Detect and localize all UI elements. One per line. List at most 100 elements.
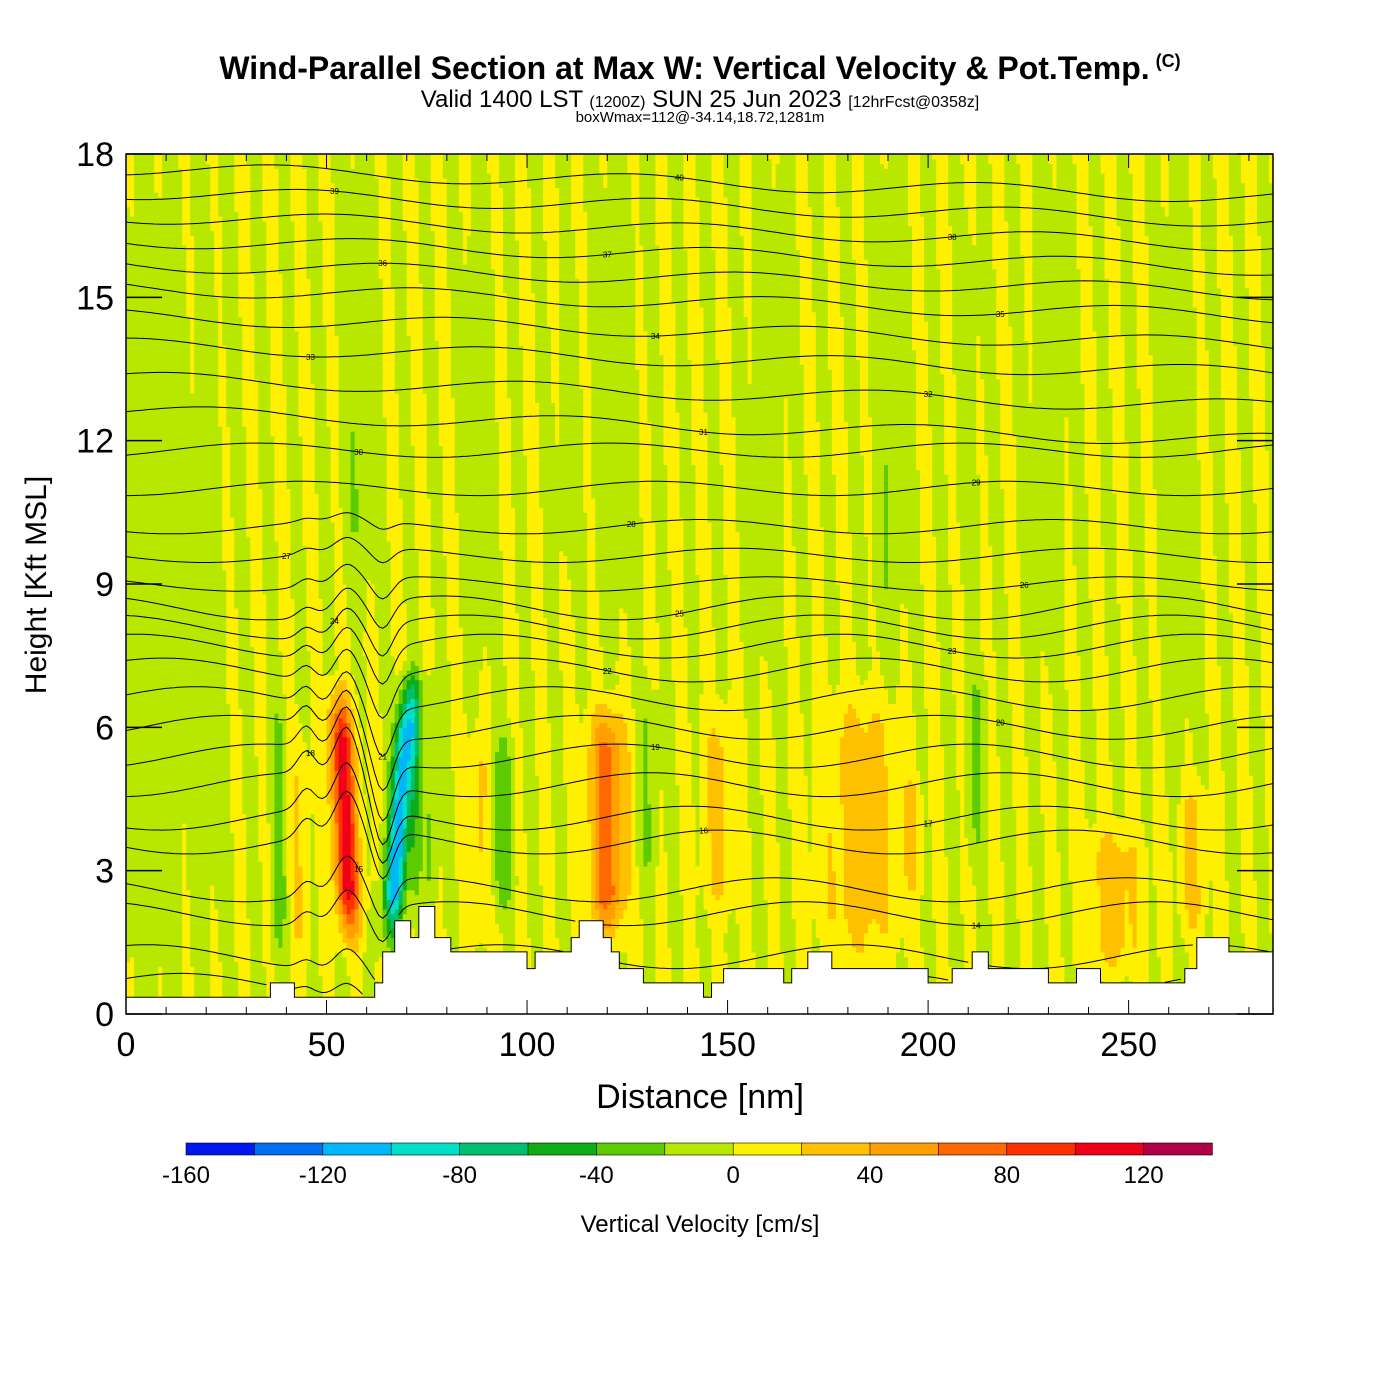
w-cell (587, 154, 592, 361)
w-cell (406, 760, 412, 791)
w-cell (1068, 880, 1074, 1014)
w-cell (887, 154, 893, 705)
w-cell (326, 803, 332, 1014)
w-cell (178, 154, 183, 169)
w-cell (362, 951, 368, 1014)
w-cell (615, 684, 620, 714)
w-cell (246, 163, 251, 537)
w-cell (948, 584, 953, 967)
w-cell (1100, 837, 1106, 953)
w-cell (1180, 154, 1186, 767)
w-cell (1020, 154, 1025, 255)
w-cell (270, 154, 275, 437)
w-cell (972, 244, 977, 685)
w-cell (587, 689, 592, 748)
w-cell (390, 904, 396, 915)
theta-contour-label: 19 (651, 743, 660, 752)
w-cell (482, 765, 488, 795)
w-cell (1140, 493, 1146, 824)
w-cell (406, 679, 412, 690)
w-cell (478, 760, 484, 853)
w-cell (615, 928, 620, 958)
w-cell (390, 287, 396, 657)
w-cell (555, 445, 560, 939)
w-cell (867, 154, 873, 418)
w-cell (1220, 770, 1226, 1014)
theta-contour-label: 23 (948, 647, 957, 656)
w-cell (362, 631, 368, 657)
w-cell (1180, 937, 1186, 1014)
w-cell (390, 818, 396, 848)
w-cell (342, 928, 348, 943)
theta-contour-line (126, 607, 1273, 657)
w-cell (330, 182, 336, 523)
w-cell (158, 197, 163, 967)
w-cell (855, 154, 861, 361)
w-cell (402, 230, 408, 604)
w-cell (599, 646, 604, 705)
w-cell (366, 154, 372, 580)
theta-contour-line (126, 164, 1273, 202)
w-cell (498, 904, 504, 934)
w-cell (715, 154, 721, 361)
w-cell (466, 154, 472, 236)
w-cell (603, 154, 608, 189)
box-info: boxWmax=112@-34.14,18.72,1281m (575, 109, 825, 126)
w-cell (1112, 154, 1118, 494)
w-cell (707, 736, 713, 834)
w-cell (190, 154, 195, 236)
theta-contour-line (126, 563, 1273, 600)
w-cell (426, 498, 432, 676)
w-cell (988, 913, 993, 1014)
w-cell (547, 722, 552, 1014)
w-cell (238, 316, 243, 709)
valid-utc: (1200Z) (589, 94, 646, 111)
theta-contour-line (126, 536, 1273, 564)
w-cell (206, 163, 211, 1014)
theta-contour-label: 38 (948, 233, 957, 242)
w-cell (735, 154, 741, 533)
w-cell (350, 775, 356, 824)
w-cell (334, 913, 340, 953)
w-cell (1216, 287, 1222, 666)
w-cell (470, 732, 476, 1014)
w-cell (1160, 154, 1166, 208)
w-cell (835, 684, 841, 1014)
w-cell (823, 636, 829, 1010)
w-cell (394, 154, 400, 394)
w-cell (583, 211, 588, 513)
w-cell (498, 154, 504, 189)
x-axis-label: Distance [nm] (596, 1078, 804, 1116)
w-cell (254, 756, 259, 1014)
w-cell (338, 899, 344, 915)
w-cell (414, 756, 420, 819)
w-cell (575, 703, 580, 1014)
theta-contour-label: 21 (378, 752, 387, 761)
w-cell (210, 154, 215, 232)
w-cell (687, 154, 693, 361)
w-cell (386, 541, 392, 762)
w-cell (330, 521, 336, 676)
w-cell (402, 660, 408, 676)
y-tick-label: 12 (76, 423, 114, 461)
theta-contour-label: 22 (603, 667, 612, 676)
w-cell (246, 154, 251, 165)
w-cell (635, 154, 640, 370)
w-cell (671, 679, 677, 1014)
w-cell (1200, 154, 1206, 251)
colorbar-tick-label: -160 (162, 1162, 210, 1189)
colorbar-tick-label: 120 (1124, 1162, 1164, 1189)
w-cell (1240, 182, 1246, 561)
w-cell (210, 885, 215, 1014)
w-cell (960, 584, 965, 915)
w-cell (350, 937, 356, 953)
w-cell (1096, 885, 1102, 977)
w-cell (338, 932, 344, 953)
w-cell (410, 660, 416, 676)
w-cell (591, 154, 596, 499)
w-cell (482, 794, 488, 948)
w-cell (932, 158, 937, 537)
w-cell (936, 268, 941, 642)
w-cell (839, 803, 845, 977)
w-cell (743, 154, 749, 318)
